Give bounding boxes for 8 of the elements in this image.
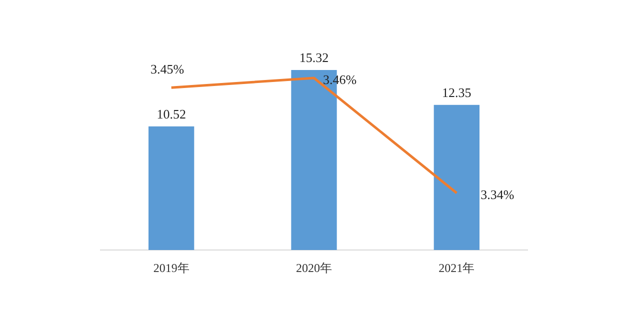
data-label: 3.34% [480, 187, 514, 202]
data-label: 3.45% [150, 62, 184, 77]
x-tick-label: 2019年 [153, 261, 190, 275]
data-label: 10.52 [156, 106, 186, 122]
data-label: 12.35 [442, 84, 472, 100]
x-tick-label: 2021年 [438, 261, 475, 275]
data-label: 15.32 [299, 50, 329, 65]
x-tick-label: 2020年 [296, 261, 332, 275]
